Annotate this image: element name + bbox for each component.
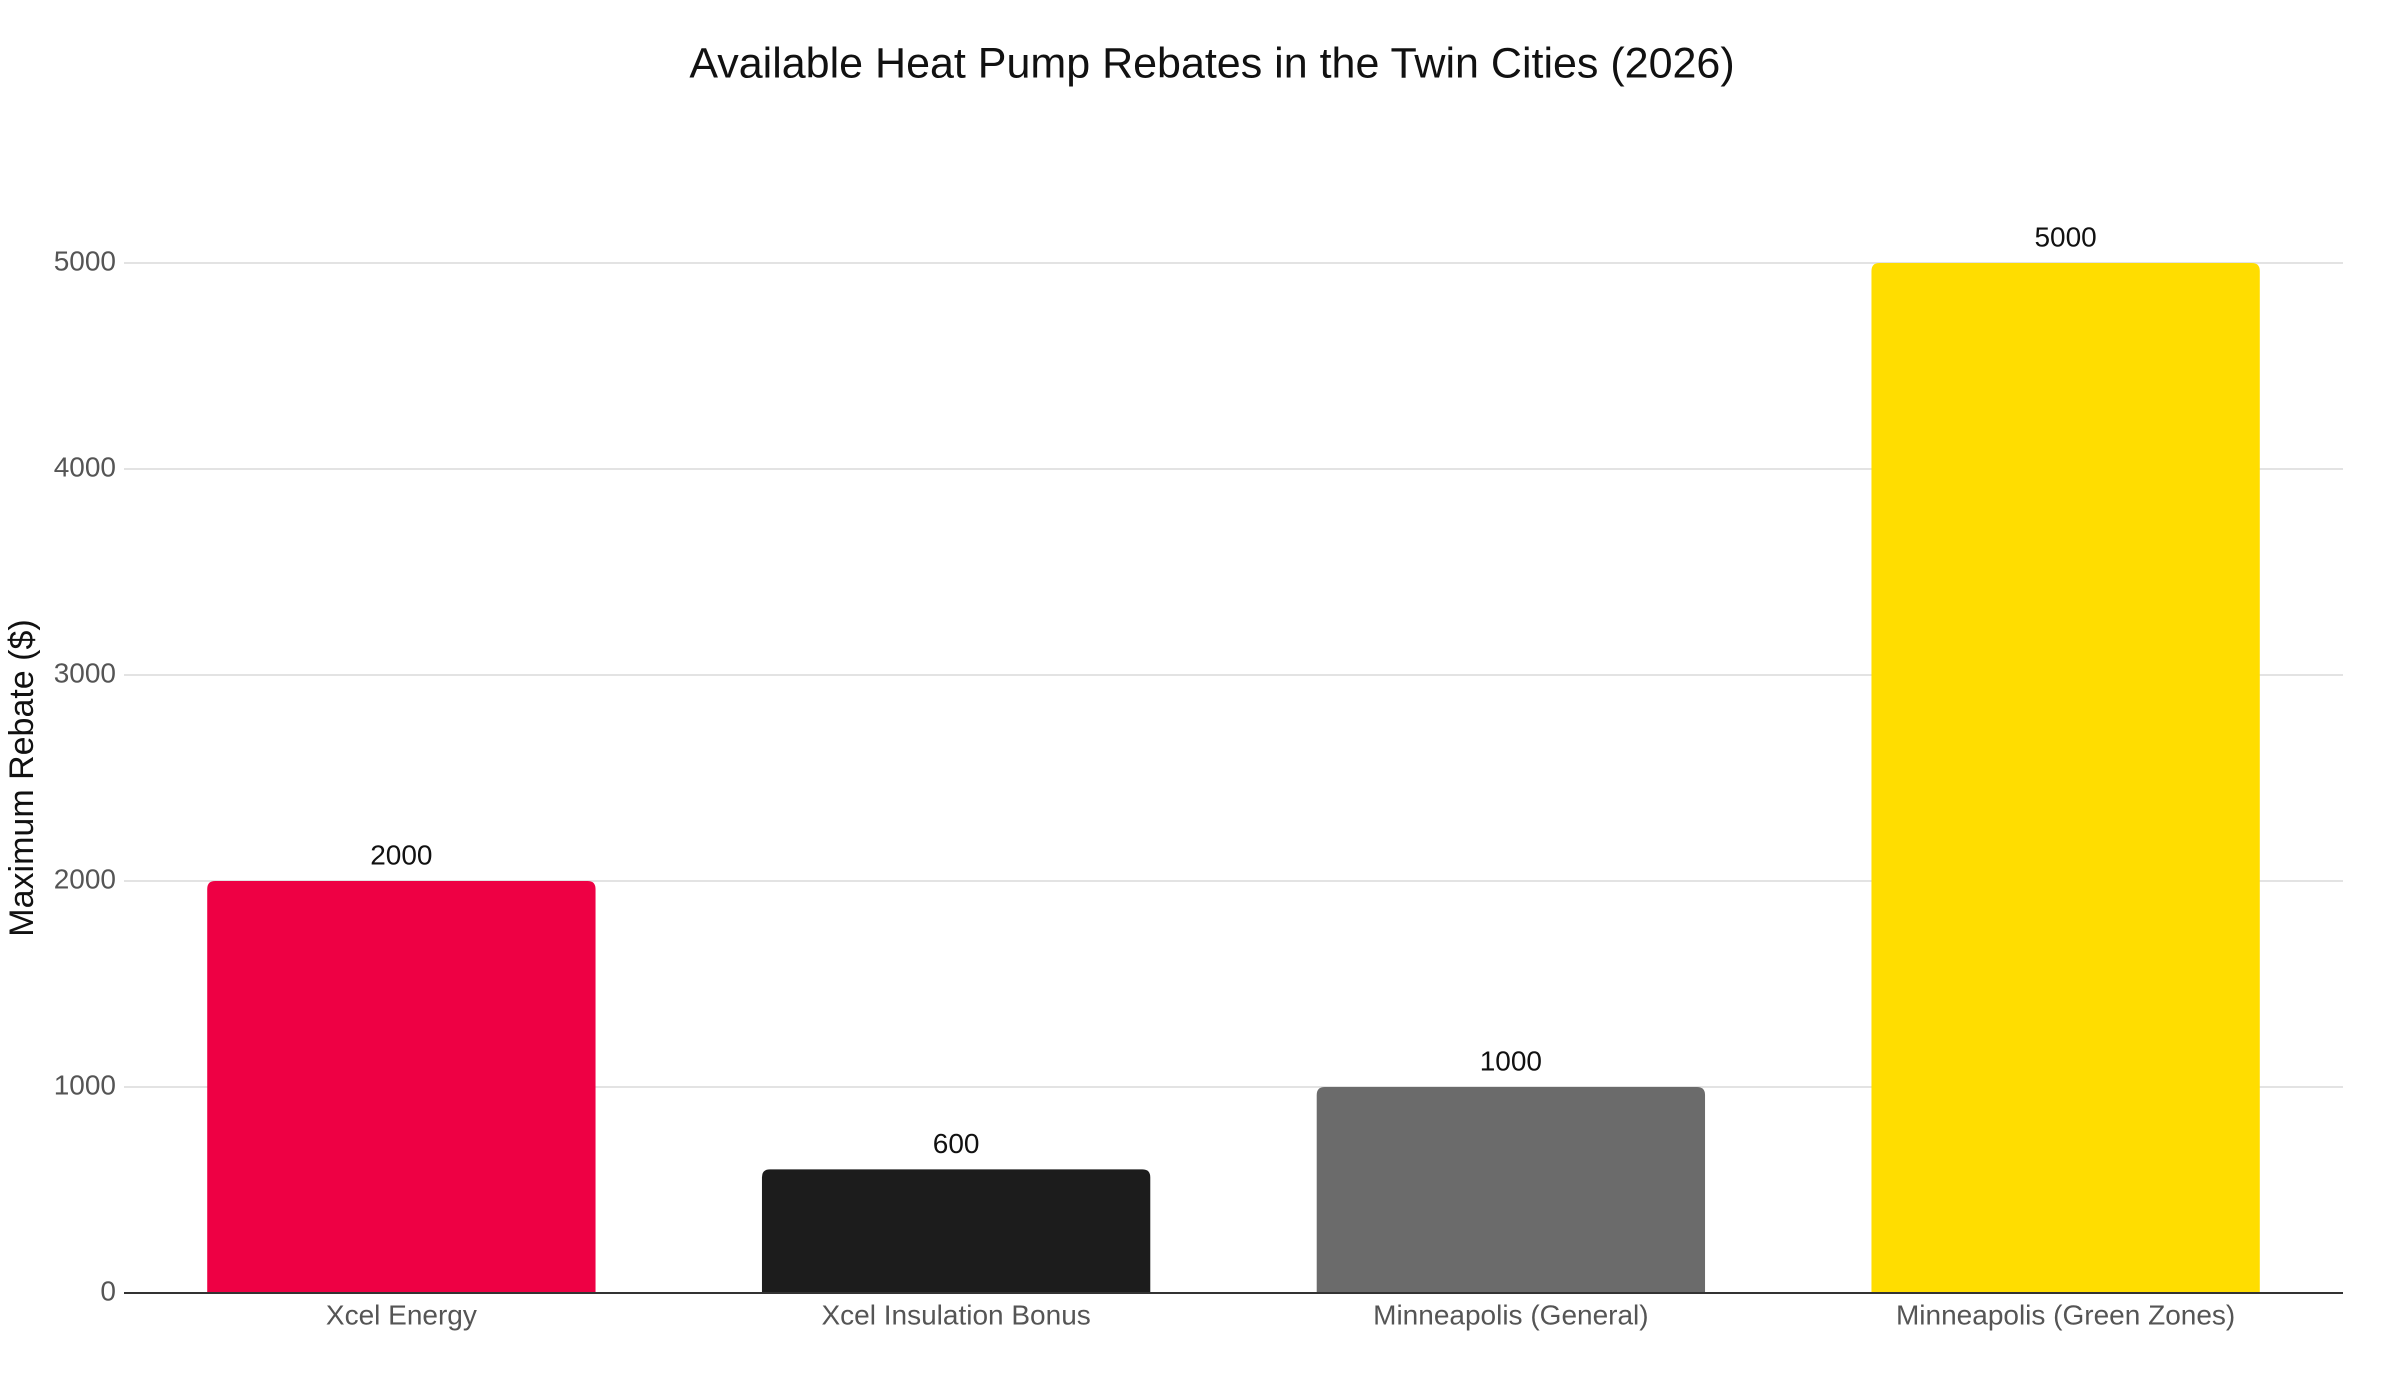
x-tick-label: Minneapolis (General) (1373, 1299, 1648, 1330)
y-tick-label: 2000 (54, 863, 116, 894)
y-axis-title: Maximum Rebate ($) (3, 619, 41, 936)
x-tick-label: Xcel Energy (326, 1299, 477, 1330)
x-tick-label: Xcel Insulation Bonus (821, 1299, 1090, 1330)
y-tick-label: 3000 (54, 657, 116, 688)
bar (761, 1169, 1151, 1293)
value-label: 1000 (1480, 1045, 1542, 1076)
bar (1316, 1087, 1706, 1293)
value-label: 2000 (370, 839, 432, 870)
bar (1871, 263, 2260, 1293)
value-label: 5000 (2034, 221, 2096, 252)
y-tick-label: 1000 (54, 1069, 116, 1100)
value-label: 600 (933, 1128, 980, 1159)
bar (207, 881, 596, 1293)
chart-title: Available Heat Pump Rebates in the Twin … (689, 39, 1734, 87)
y-tick-label: 5000 (54, 245, 116, 276)
x-tick-label: Minneapolis (Green Zones) (1896, 1299, 2235, 1330)
y-tick-label: 4000 (54, 451, 116, 482)
y-tick-label: 0 (100, 1275, 116, 1306)
